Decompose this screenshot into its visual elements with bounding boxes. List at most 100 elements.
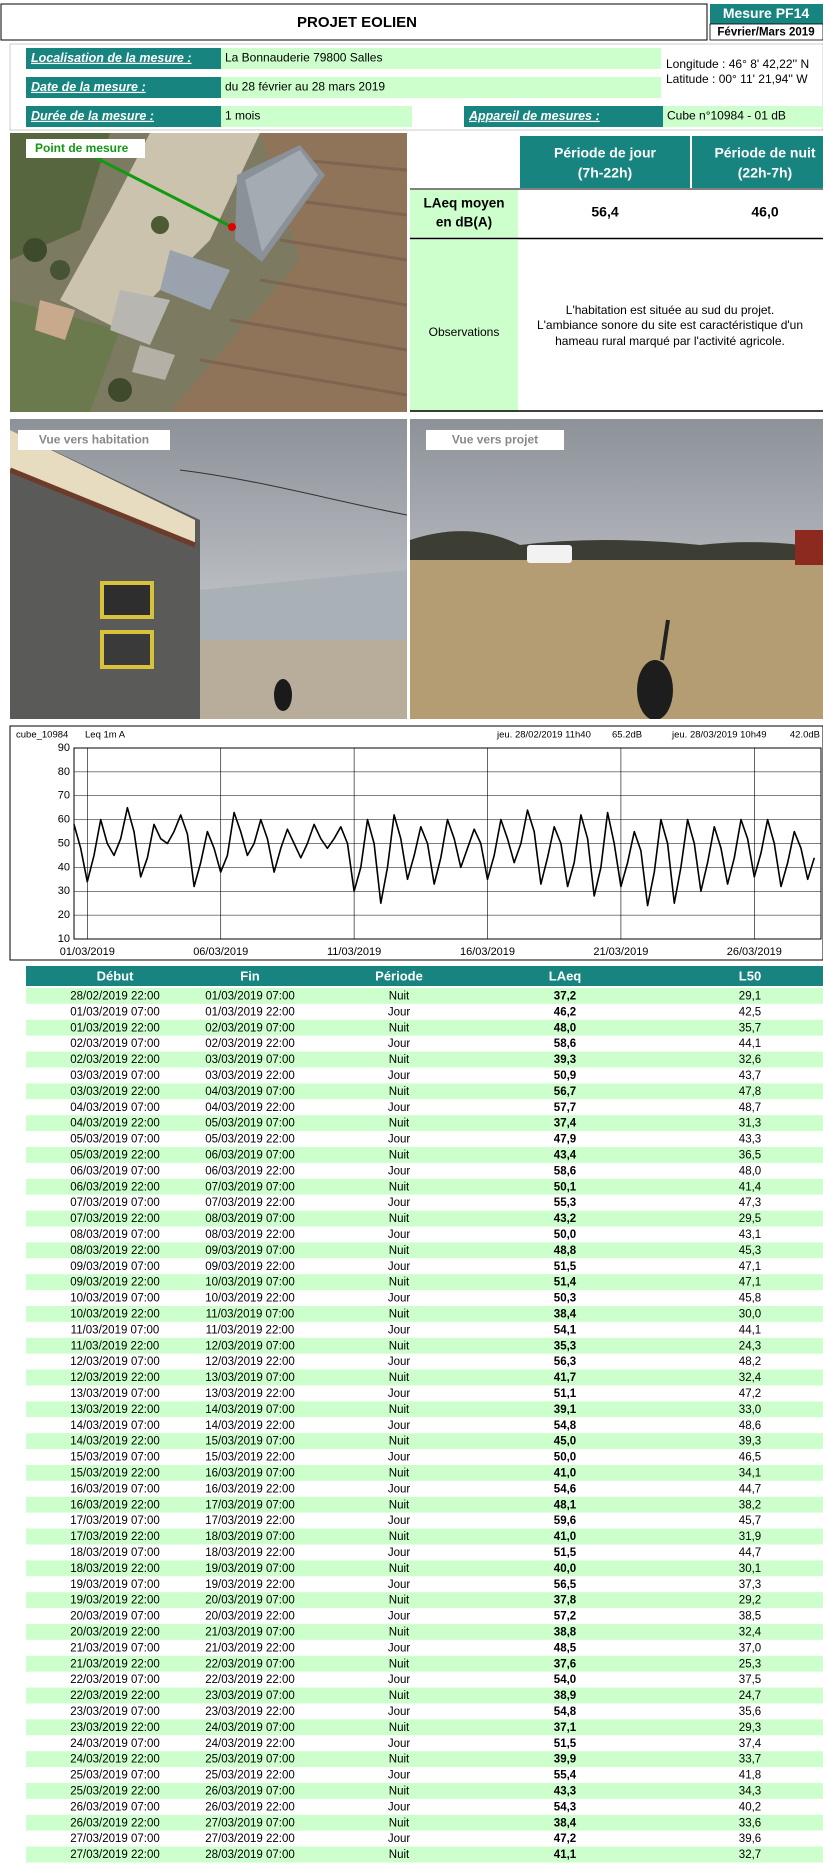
table-row <box>26 1735 823 1752</box>
table-cell: 54,0 <box>554 1674 576 1686</box>
y-tick-label: 30 <box>58 885 70 897</box>
table-cell: 05/03/2019 07:00 <box>70 1134 160 1146</box>
table-cell: 12/03/2019 07:00 <box>205 1340 295 1352</box>
table-row <box>26 1369 823 1386</box>
aerial-label: Point de mesure <box>35 141 129 155</box>
table-cell: 32,6 <box>739 1054 761 1066</box>
table-cell: 12/03/2019 22:00 <box>70 1372 160 1384</box>
label-box <box>464 106 663 127</box>
photo-habitation <box>10 419 407 719</box>
table-cell: 23/03/2019 22:00 <box>70 1722 160 1734</box>
value-box <box>221 77 661 98</box>
table-cell: Nuit <box>389 1149 410 1161</box>
table-cell: 50,9 <box>554 1070 576 1082</box>
table-cell: Nuit <box>389 1181 410 1193</box>
table-row <box>26 1496 823 1513</box>
table-cell: 14/03/2019 22:00 <box>70 1436 160 1448</box>
table-cell: 35,7 <box>739 1022 761 1034</box>
table-row <box>26 1226 823 1243</box>
table-cell: 22/03/2019 07:00 <box>205 1658 295 1670</box>
table-cell: Jour <box>388 1324 411 1336</box>
night-header: (22h-7h) <box>738 165 792 181</box>
chart-measure: Leq 1m A <box>85 730 126 741</box>
table-cell: Nuit <box>389 1340 410 1352</box>
table-cell: 48,0 <box>739 1165 761 1177</box>
table-cell: 37,8 <box>554 1595 577 1607</box>
table-cell: 24/03/2019 22:00 <box>205 1738 295 1750</box>
table-cell: 18/03/2019 07:00 <box>70 1547 160 1559</box>
table-cell: 51,5 <box>554 1261 577 1273</box>
table-cell: Nuit <box>389 1436 410 1448</box>
table-cell: 13/03/2019 07:00 <box>205 1372 295 1384</box>
table-row <box>26 1544 823 1561</box>
label-box <box>18 430 170 450</box>
table-row <box>26 1353 823 1370</box>
table-row <box>26 1306 823 1322</box>
date-label: Date de la mesure : <box>31 80 146 94</box>
table-cell: 06/03/2019 07:00 <box>205 1149 295 1161</box>
label-box <box>26 77 221 98</box>
table-cell: Jour <box>388 1547 411 1559</box>
table-cell: 13/03/2019 22:00 <box>205 1388 295 1400</box>
table-cell: 01/03/2019 07:00 <box>205 990 295 1002</box>
table-row <box>26 1385 823 1402</box>
table-cell: 29,2 <box>739 1595 761 1607</box>
table-cell: 09/03/2019 22:00 <box>70 1277 160 1289</box>
table-cell: Jour <box>388 1070 411 1082</box>
table-row <box>26 1592 823 1609</box>
device-label: Appareil de mesures : <box>468 109 600 123</box>
chart-start: jeu. 28/02/2019 11h40 <box>496 730 591 741</box>
table-row <box>26 1417 823 1434</box>
location-label: Localisation de la mesure : <box>31 51 191 65</box>
table-cell: 11/03/2019 22:00 <box>71 1340 160 1352</box>
table-cell: 37,4 <box>739 1738 762 1750</box>
table-row <box>26 1846 823 1863</box>
table-cell: 32,4 <box>739 1626 762 1638</box>
table-cell: Jour <box>388 1261 411 1273</box>
table-cell: 09/03/2019 22:00 <box>205 1261 295 1273</box>
table-cell: 50,0 <box>554 1452 576 1464</box>
period: Février/Mars 2019 <box>717 27 814 39</box>
table-cell: 37,4 <box>554 1118 577 1130</box>
table-cell: 25,3 <box>739 1658 761 1670</box>
table-cell: 24/03/2019 22:00 <box>70 1754 160 1766</box>
table-cell: 27/03/2019 22:00 <box>70 1849 160 1861</box>
table-row <box>26 1051 823 1068</box>
table-cell: 01/03/2019 07:00 <box>70 1006 160 1018</box>
table-cell: 22/03/2019 22:00 <box>205 1674 295 1686</box>
table-cell: Nuit <box>389 1817 410 1829</box>
table-cell: Nuit <box>389 990 410 1002</box>
table-cell: 44,7 <box>739 1483 761 1495</box>
table-cell: 45,7 <box>739 1515 761 1527</box>
table-cell: 15/03/2019 22:00 <box>70 1467 160 1479</box>
table-cell: 57,2 <box>554 1611 576 1623</box>
table-cell: Jour <box>388 1006 411 1018</box>
table-cell: 44,7 <box>739 1547 761 1559</box>
day-header: (7h-22h) <box>578 165 632 181</box>
table-cell: 08/03/2019 07:00 <box>70 1229 160 1241</box>
table-cell: 41,0 <box>554 1531 576 1543</box>
label-box <box>426 430 564 450</box>
table-row <box>26 1210 823 1227</box>
table-cell: 29,5 <box>739 1213 761 1225</box>
table-cell: 56,5 <box>554 1579 577 1591</box>
table-cell: 28/02/2019 22:00 <box>70 990 160 1002</box>
y-tick-label: 90 <box>58 742 70 754</box>
y-tick-label: 20 <box>58 909 70 921</box>
table-row <box>26 1703 823 1720</box>
table-cell: Jour <box>388 1038 411 1050</box>
photo-label: Vue vers projet <box>452 433 538 447</box>
table-cell: Nuit <box>389 1722 410 1734</box>
table-cell: 37,0 <box>739 1642 761 1654</box>
table-cell: 02/03/2019 07:00 <box>70 1038 160 1050</box>
table-cell: Jour <box>388 1611 411 1623</box>
table-cell: 31,9 <box>739 1531 761 1543</box>
table-cell: Jour <box>388 1483 411 1495</box>
table-row <box>26 1194 823 1211</box>
table-row <box>26 1671 823 1688</box>
photo-label: Vue vers habitation <box>39 433 149 447</box>
table-cell: 29,3 <box>739 1722 761 1734</box>
table-cell: 15/03/2019 07:00 <box>70 1452 160 1464</box>
table-cell: 54,8 <box>554 1420 577 1432</box>
table-cell: Nuit <box>389 1404 410 1416</box>
